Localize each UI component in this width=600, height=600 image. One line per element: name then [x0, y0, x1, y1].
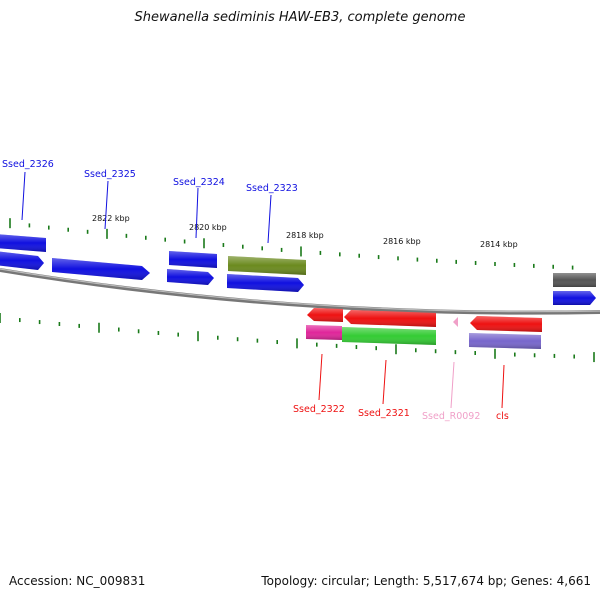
label-cls: cls — [496, 411, 509, 422]
scale-ticks — [0, 218, 595, 363]
genome-backbone — [0, 268, 600, 315]
scale-label-2820: 2820 kbp — [189, 223, 227, 232]
label-ssed-2321: Ssed_2321 — [358, 408, 410, 419]
scale-label-2814: 2814 kbp — [480, 240, 518, 249]
gene-ssed-r0092[interactable] — [453, 317, 458, 327]
label-ssed-2326: Ssed_2326 — [2, 159, 54, 170]
label-ssed-2324: Ssed_2324 — [173, 177, 225, 188]
scale-label-2816: 2816 kbp — [383, 237, 421, 246]
map-title: Shewanella sediminis HAW-EB3, complete g… — [134, 10, 466, 25]
genome-summary-text: Topology: circular; Length: 5,517,674 bp… — [261, 574, 591, 588]
label-leaders — [21, 171, 505, 409]
label-ssed-2325: Ssed_2325 — [84, 169, 136, 180]
forward-genes-shading — [0, 234, 596, 305]
label-ssed-r0092: Ssed_R0092 — [422, 411, 480, 422]
scale-label-2822: 2822 kbp — [92, 214, 130, 223]
scale-label-2818: 2818 kbp — [286, 231, 324, 240]
reverse-genes-shading — [306, 308, 542, 349]
label-ssed-2322: Ssed_2322 — [293, 404, 345, 415]
label-ssed-2323: Ssed_2323 — [246, 183, 298, 194]
accession-text: Accession: NC_009831 — [9, 574, 146, 588]
